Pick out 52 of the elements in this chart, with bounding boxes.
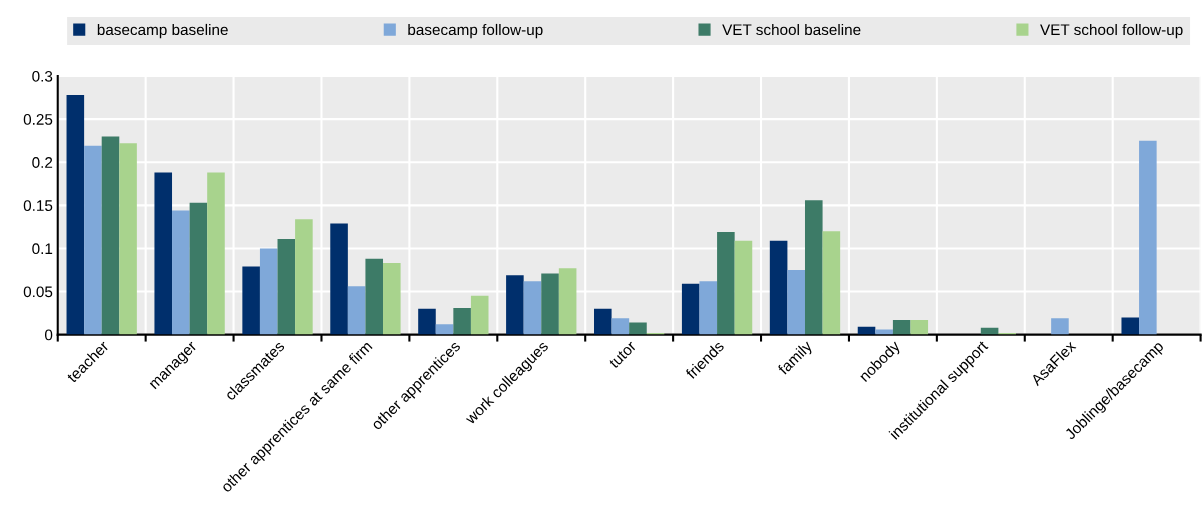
y-tick-label: 0.05 (23, 286, 53, 298)
bar (470, 295, 489, 335)
bar (453, 307, 471, 335)
y-tick-label: 0.1 (32, 243, 53, 255)
bar (84, 145, 102, 335)
bar (101, 136, 120, 335)
bar (594, 308, 612, 335)
legend-label: basecamp baseline (97, 23, 228, 39)
bar (611, 318, 630, 335)
y-tick-label: 0.15 (23, 200, 53, 212)
bar (277, 238, 296, 335)
bar (1121, 317, 1140, 335)
bar (154, 172, 173, 335)
bar (769, 240, 788, 335)
bar (699, 281, 718, 335)
legend-label: basecamp follow-up (408, 23, 543, 39)
bar (717, 232, 735, 335)
bar (1051, 318, 1069, 335)
bar (347, 286, 366, 335)
bar (822, 231, 841, 335)
bar (66, 95, 85, 335)
y-tick-label: 0.3 (32, 70, 53, 82)
bar (506, 275, 524, 335)
y-tick-label: 0 (44, 329, 53, 341)
bar (787, 269, 805, 335)
bar (119, 143, 137, 335)
bar (910, 319, 929, 335)
bar (523, 281, 542, 335)
bar (330, 223, 348, 335)
bar (172, 210, 190, 335)
bar (242, 266, 260, 335)
bar (541, 273, 559, 335)
bar (1139, 140, 1157, 335)
bar (435, 324, 454, 335)
bar (681, 283, 700, 335)
bar (189, 202, 208, 335)
bar (365, 258, 384, 335)
bar (629, 322, 647, 335)
legend-label: VET school baseline (722, 23, 861, 36)
bar (734, 240, 753, 335)
y-tick-label: 0.2 (32, 157, 53, 168)
bar (295, 219, 313, 335)
bar (259, 248, 278, 335)
legend-label: VET school follow-up (1040, 23, 1183, 39)
bar (875, 329, 893, 335)
bar (207, 172, 225, 335)
bar (558, 268, 577, 335)
bar (383, 263, 401, 335)
bar (892, 319, 911, 335)
y-tick-label: 0.25 (23, 114, 53, 125)
bar (418, 308, 436, 335)
bar (804, 200, 823, 335)
